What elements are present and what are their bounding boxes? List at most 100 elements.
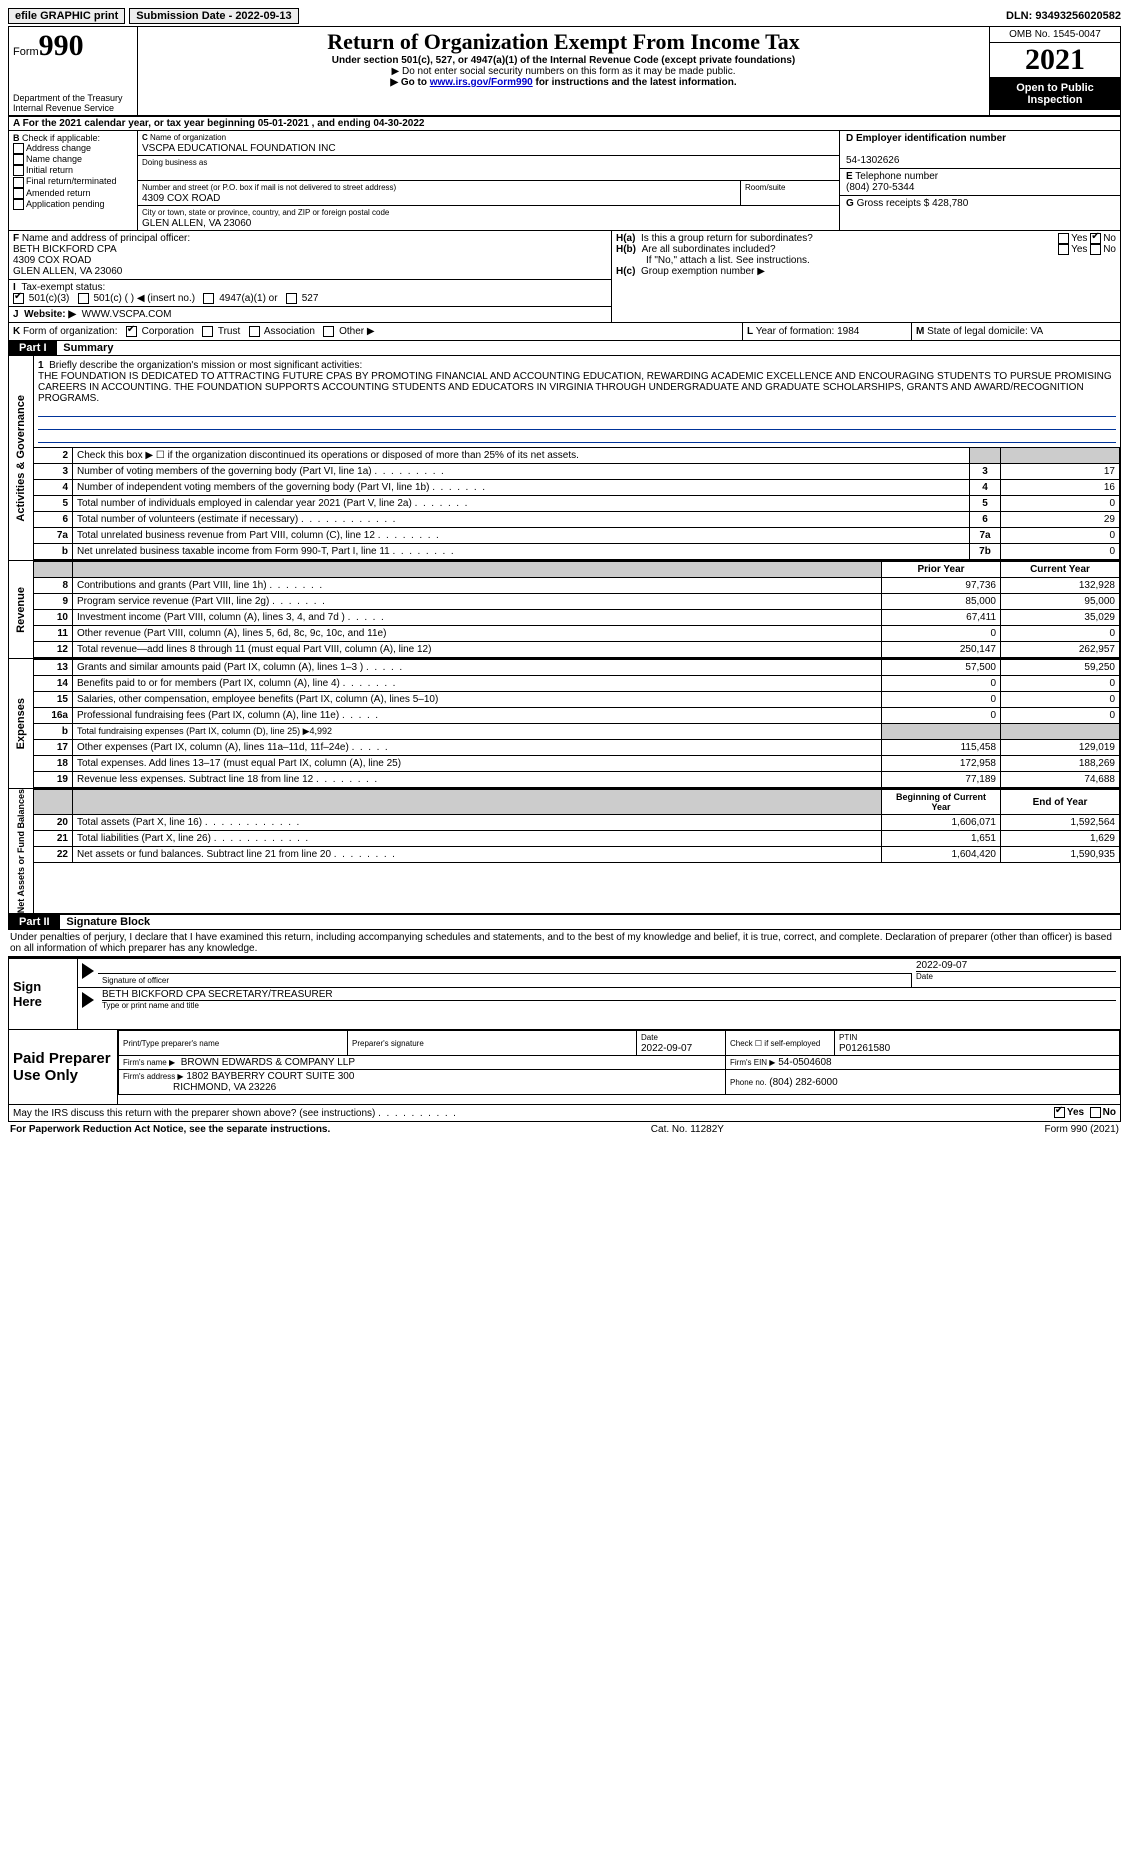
line10-prior: 67,411 <box>882 610 1001 626</box>
ag-side-label: Activities & Governance <box>15 395 27 522</box>
website-value: WWW.VSCPA.COM <box>82 309 172 320</box>
ha-yes-checkbox[interactable] <box>1058 233 1069 244</box>
line10-current: 35,029 <box>1001 610 1120 626</box>
527-checkbox[interactable] <box>286 293 297 304</box>
suite-label: Room/suite <box>745 183 785 192</box>
line13-current: 59,250 <box>1001 660 1120 676</box>
trust-checkbox[interactable] <box>202 326 213 337</box>
street-address: 4309 COX ROAD <box>142 193 220 204</box>
phone-value: (804) 270-5344 <box>846 182 914 193</box>
may-no-checkbox[interactable] <box>1090 1107 1101 1118</box>
net-assets-section: Net Assets or Fund Balances Beginning of… <box>8 789 1121 914</box>
paperwork-notice: For Paperwork Reduction Act Notice, see … <box>10 1124 330 1135</box>
final-return-checkbox[interactable] <box>13 177 24 188</box>
revenue-section: Revenue Prior YearCurrent Year 8Contribu… <box>8 561 1121 659</box>
line20-prior: 1,606,071 <box>882 815 1001 831</box>
self-employed-check[interactable]: Check ☐ if self-employed <box>730 1039 820 1048</box>
line12-current: 262,957 <box>1001 642 1120 658</box>
part2-tag: Part II <box>9 915 60 929</box>
efile-button[interactable]: efile GRAPHIC print <box>8 8 125 24</box>
hb-yes-checkbox[interactable] <box>1058 244 1069 255</box>
line7a-value: 0 <box>1001 528 1120 544</box>
app-pending-checkbox[interactable] <box>13 199 24 210</box>
dept-treasury: Department of the Treasury <box>13 93 133 103</box>
line18-current: 188,269 <box>1001 756 1120 772</box>
goto-post: for instructions and the latest informat… <box>533 77 737 88</box>
line20-current: 1,592,564 <box>1001 815 1120 831</box>
line11-prior: 0 <box>882 626 1001 642</box>
goto-pre: Go to <box>401 77 430 88</box>
line21-prior: 1,651 <box>882 831 1001 847</box>
line3-value: 17 <box>1001 464 1120 480</box>
initial-return-checkbox[interactable] <box>13 165 24 176</box>
line8-current: 132,928 <box>1001 578 1120 594</box>
other-checkbox[interactable] <box>323 326 334 337</box>
form-number: 990 <box>39 29 84 62</box>
firm-phone: (804) 282-6000 <box>769 1077 837 1088</box>
line11-current: 0 <box>1001 626 1120 642</box>
irs-label: Internal Revenue Service <box>13 103 133 113</box>
line17-prior: 115,458 <box>882 740 1001 756</box>
may-yes-checkbox[interactable] <box>1054 1107 1065 1118</box>
line21-current: 1,629 <box>1001 831 1120 847</box>
expenses-section: Expenses 13Grants and similar amounts pa… <box>8 659 1121 789</box>
officer-city: GLEN ALLEN, VA 23060 <box>13 266 122 277</box>
org-name: VSCPA EDUCATIONAL FOUNDATION INC <box>142 143 336 154</box>
line7b-value: 0 <box>1001 544 1120 560</box>
line22-prior: 1,604,420 <box>882 847 1001 863</box>
irs-link[interactable]: www.irs.gov/Form990 <box>430 77 533 88</box>
state-domicile: VA <box>1031 326 1044 337</box>
assoc-checkbox[interactable] <box>249 326 260 337</box>
part1-tag: Part I <box>9 341 57 355</box>
501c3-checkbox[interactable] <box>13 293 24 304</box>
form-title: Return of Organization Exempt From Incom… <box>140 29 987 55</box>
mission-text: THE FOUNDATION IS DEDICATED TO ATTRACTIN… <box>38 371 1112 404</box>
city-state-zip: GLEN ALLEN, VA 23060 <box>142 218 251 229</box>
ein-value: 54-1302626 <box>846 155 899 166</box>
part2-title: Signature Block <box>66 916 150 928</box>
line16a-current: 0 <box>1001 708 1120 724</box>
dln-number: DLN: 93493256020582 <box>1006 10 1121 22</box>
section-klm: K Form of organization: Corporation Trus… <box>8 323 1121 341</box>
sign-date: 2022-09-07 <box>916 960 967 971</box>
ha-no-checkbox[interactable] <box>1090 233 1101 244</box>
ssn-warning: Do not enter social security numbers on … <box>402 66 735 77</box>
line6-value: 29 <box>1001 512 1120 528</box>
current-year-header: Current Year <box>1001 562 1120 578</box>
addr-change-checkbox[interactable] <box>13 143 24 154</box>
dba-label: Doing business as <box>142 158 207 167</box>
line15-prior: 0 <box>882 692 1001 708</box>
activities-governance-section: Activities & Governance 1 Briefly descri… <box>8 356 1121 561</box>
net-side-label: Net Assets or Fund Balances <box>16 789 26 913</box>
section-bcd: B Check if applicable: Address change Na… <box>8 131 1121 231</box>
firm-ein: 54-0504608 <box>778 1057 831 1068</box>
corp-checkbox[interactable] <box>126 326 137 337</box>
firm-addr1: 1802 BAYBERRY COURT SUITE 300 <box>186 1071 354 1082</box>
form-header: Form990 Department of the Treasury Inter… <box>8 26 1121 117</box>
perjury-text: Under penalties of perjury, I declare th… <box>8 930 1121 957</box>
line19-current: 74,688 <box>1001 772 1120 788</box>
4947-checkbox[interactable] <box>203 293 214 304</box>
hb-note: If "No," attach a list. See instructions… <box>616 255 1116 266</box>
year-formation: 1984 <box>837 326 859 337</box>
form-ref: Form 990 (2021) <box>1045 1124 1119 1135</box>
hb-no-checkbox[interactable] <box>1090 244 1101 255</box>
line9-prior: 85,000 <box>882 594 1001 610</box>
line19-prior: 77,189 <box>882 772 1001 788</box>
line14-current: 0 <box>1001 676 1120 692</box>
line9-current: 95,000 <box>1001 594 1120 610</box>
gross-receipts: 428,780 <box>932 198 968 209</box>
sign-arrow-icon <box>82 963 94 979</box>
name-change-checkbox[interactable] <box>13 154 24 165</box>
begin-year-header: Beginning of Current Year <box>882 790 1001 815</box>
tax-year: 2021 <box>990 43 1120 78</box>
section-fhi: F Name and address of principal officer:… <box>8 231 1121 323</box>
top-bar: efile GRAPHIC print Submission Date - 20… <box>8 8 1121 24</box>
form-subtitle: Under section 501(c), 527, or 4947(a)(1)… <box>140 55 987 66</box>
form-label: Form <box>13 46 39 58</box>
line18-prior: 172,958 <box>882 756 1001 772</box>
line12-prior: 250,147 <box>882 642 1001 658</box>
amended-return-checkbox[interactable] <box>13 188 24 199</box>
check-applicable-label: Check if applicable: <box>22 133 100 143</box>
501c-checkbox[interactable] <box>78 293 89 304</box>
